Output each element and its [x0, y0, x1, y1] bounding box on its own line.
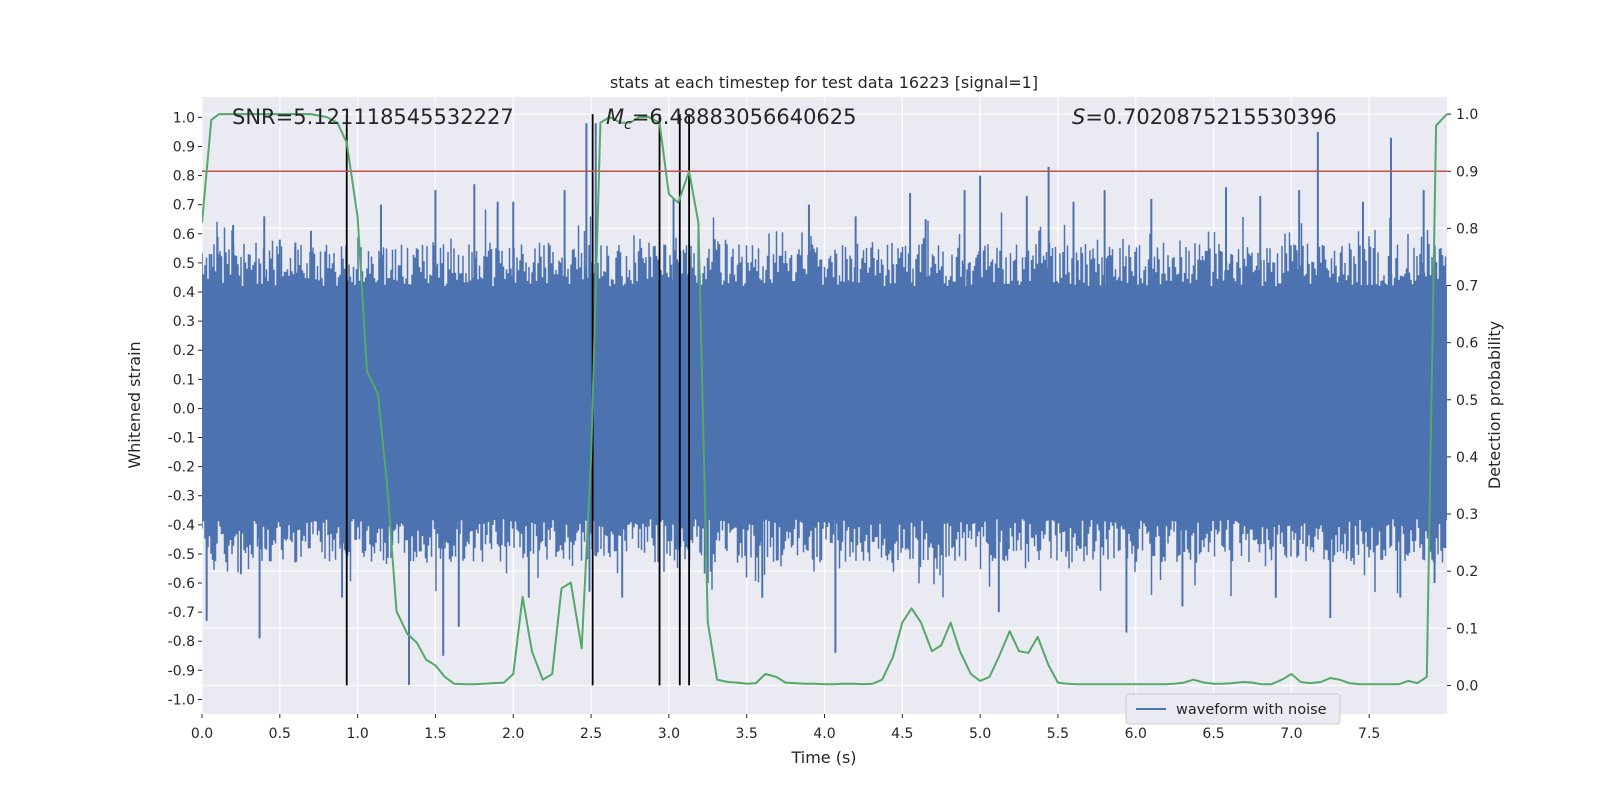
x-tick-label: 3.5 — [736, 726, 758, 742]
y-tick-label: 0.8 — [173, 169, 195, 185]
y-right-tick-label: 0.1 — [1456, 621, 1478, 637]
y-right-tick-label: 0.6 — [1456, 336, 1478, 352]
x-tick-label: 7.5 — [1358, 726, 1380, 742]
probability-series — [202, 113, 1447, 686]
y-right-tick-label: 0.5 — [1456, 393, 1478, 409]
x-tick-label: 1.0 — [346, 726, 368, 742]
x-tick-label: 7.0 — [1280, 726, 1302, 742]
x-tick-label: 1.5 — [424, 726, 446, 742]
y-right-tick-label: 0.3 — [1456, 507, 1478, 523]
x-tick-label: 2.0 — [502, 726, 524, 742]
x-tick-label: 4.5 — [891, 726, 913, 742]
y-tick-label: 0.3 — [173, 314, 195, 330]
waveform-series — [202, 123, 1447, 685]
y-right-tick-label: 0.9 — [1456, 164, 1478, 180]
y-tick-labels: 1.0 0.9 0.8 0.7 0.6 0.5 0.4 0.3 0.2 0.1 0.0 -0.1 -0.… — [168, 110, 202, 708]
x-tick-label: 3.0 — [658, 726, 680, 742]
y-tick-label: 0.4 — [173, 285, 195, 301]
y-right-tick-label: 1.0 — [1456, 107, 1478, 123]
y-tick-label: 0.5 — [173, 256, 195, 272]
chirp-mass-symbol: M — [606, 105, 624, 129]
y-tick-label: -1.0 — [168, 692, 195, 708]
y-right-tick-label: 0.0 — [1456, 678, 1478, 694]
y-tick-label: 1.0 — [173, 110, 195, 126]
y-tick-label: -0.9 — [168, 663, 195, 679]
y-right-tick-label: 0.4 — [1456, 450, 1478, 466]
x-axis-label: Time (s) — [790, 748, 856, 767]
y-tick-label: 0.2 — [173, 343, 195, 359]
y-tick-label: -0.8 — [168, 634, 195, 650]
y-tick-label: -0.4 — [168, 518, 195, 534]
x-tick-label: 4.0 — [813, 726, 835, 742]
chirp-mass-annotation: Mc=6.48883056640625 — [606, 105, 857, 133]
y-tick-label: -0.5 — [168, 547, 195, 563]
s-annotation: S=0.7020875215530396 — [1072, 105, 1337, 129]
legend: waveform with noise — [1125, 693, 1341, 725]
y-right-tick-labels: 1.0 0.9 0.8 0.7 0.6 0.5 0.4 0.3 0.2 0.1 0.0 — [1447, 107, 1478, 694]
x-tick-label: 2.5 — [580, 726, 602, 742]
chart-title: stats at each timestep for test data 162… — [610, 73, 1038, 92]
y-tick-label: 0.9 — [173, 139, 195, 155]
s-symbol: S — [1072, 105, 1085, 129]
y-tick-label: 0.1 — [173, 372, 195, 388]
x-tick-label: 6.0 — [1125, 726, 1147, 742]
x-tick-label: 0.0 — [191, 726, 213, 742]
x-tick-label: 5.0 — [969, 726, 991, 742]
chirp-mass-value: =6.48883056640625 — [632, 105, 857, 129]
x-tick-labels: 0.0 0.5 1.0 1.5 2.0 2.5 3.0 3.5 4.0 4.5 5.0 5.5 6.0 6… — [191, 714, 1380, 742]
y-right-tick-label: 0.8 — [1456, 221, 1478, 237]
chirp-mass-subscript: c — [624, 117, 632, 133]
waveform-noise — [202, 208, 1447, 598]
y-tick-label: -0.2 — [168, 460, 195, 476]
y-tick-label: 0.0 — [173, 401, 195, 417]
legend-box — [1125, 693, 1341, 725]
y-tick-label: -0.6 — [168, 576, 195, 592]
y-tick-label: -0.3 — [168, 489, 195, 505]
y-right-tick-label: 0.2 — [1456, 564, 1478, 580]
y-tick-label: -0.1 — [168, 431, 195, 447]
y-right-tick-label: 0.7 — [1456, 279, 1478, 295]
x-tick-label: 5.5 — [1047, 726, 1069, 742]
y-tick-label: 0.7 — [173, 198, 195, 214]
s-value: =0.7020875215530396 — [1085, 105, 1336, 129]
y-axis-label: Whitened strain — [125, 341, 144, 468]
x-tick-label: 0.5 — [269, 726, 291, 742]
snr-annotation: SNR=5.121118545532227 — [232, 105, 514, 129]
legend-label: waveform with noise — [1176, 702, 1327, 718]
x-tick-label: 6.5 — [1202, 726, 1224, 742]
probability-line — [202, 113, 1447, 686]
y-right-axis-label: Detection probability — [1485, 321, 1504, 489]
y-tick-label: 0.6 — [173, 227, 195, 243]
y-tick-label: -0.7 — [168, 605, 195, 621]
